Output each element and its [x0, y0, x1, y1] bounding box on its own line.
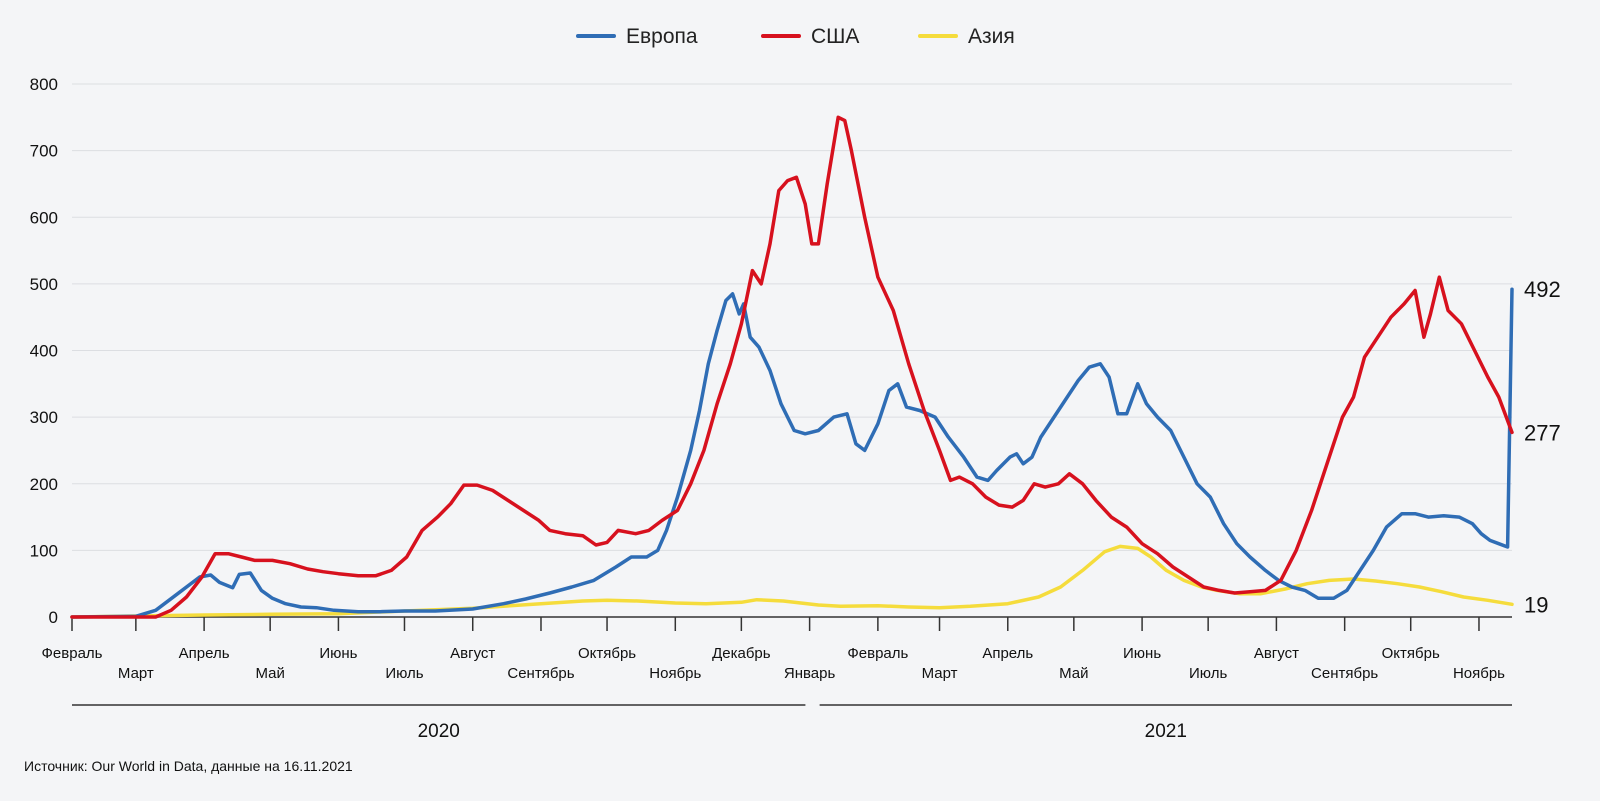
x-tick-label: Апрель	[982, 645, 1033, 662]
x-tick-label: Июль	[1189, 665, 1227, 682]
x-tick-label: Июнь	[319, 645, 357, 662]
x-tick-label: Апрель	[179, 645, 230, 662]
x-tick-label: Сентябрь	[507, 665, 574, 682]
x-tick-label: Ноябрь	[649, 665, 701, 682]
x-tick-label: Март	[922, 665, 958, 682]
y-tick-label: 600	[30, 208, 58, 227]
x-tick-label: Июль	[385, 665, 423, 682]
y-tick-label: 700	[30, 142, 58, 161]
end-value-label: 19	[1524, 592, 1548, 617]
y-tick-label: 400	[30, 342, 58, 361]
year-label: 2020	[418, 721, 460, 742]
x-tick-label: Август	[450, 645, 495, 662]
legend: Европа США Азия	[576, 25, 1015, 48]
grid: 0 100 200 300 400 500 600 700 800	[30, 75, 1512, 627]
y-tick-label: 0	[49, 608, 58, 627]
x-tick-label: Декабрь	[712, 645, 771, 662]
y-tick-label: 200	[30, 475, 58, 494]
x-tick-label: Сентябрь	[1311, 665, 1378, 682]
x-tick-label: Август	[1254, 645, 1299, 662]
x-axis: Февраль Март Апрель Май Июнь Июль Август Сентяб…	[42, 616, 1512, 742]
x-tick-label: Октябрь	[578, 645, 636, 662]
end-value-label: 492	[1524, 277, 1561, 302]
source-note: Источник: Our World in Data, данные на 1…	[24, 758, 353, 774]
series	[70, 115, 1514, 619]
legend-label: Азия	[968, 25, 1015, 48]
x-tick-label: Январь	[784, 665, 836, 682]
legend-label: США	[811, 25, 859, 48]
x-tick-label: Июнь	[1123, 645, 1161, 662]
x-tick-label: Ноябрь	[1453, 665, 1505, 682]
series-line-asia	[70, 544, 1514, 619]
x-tick-label: Февраль	[42, 645, 103, 662]
x-tick-label: Май	[255, 665, 284, 682]
end-value-label: 277	[1524, 420, 1561, 445]
y-tick-label: 300	[30, 408, 58, 427]
y-tick-label: 800	[30, 75, 58, 94]
year-label: 2021	[1145, 721, 1187, 742]
x-tick-label: Октябрь	[1382, 645, 1440, 662]
legend-label: Европа	[626, 25, 698, 48]
x-tick-label: Март	[118, 665, 154, 682]
x-tick-label: Февраль	[847, 645, 908, 662]
x-tick-label: Май	[1059, 665, 1088, 682]
series-line-europe	[70, 287, 1514, 619]
series-line-usa	[70, 115, 1514, 619]
end-labels: 492 277 19	[1524, 277, 1561, 617]
y-tick-label: 100	[30, 541, 58, 560]
y-tick-label: 500	[30, 275, 58, 294]
